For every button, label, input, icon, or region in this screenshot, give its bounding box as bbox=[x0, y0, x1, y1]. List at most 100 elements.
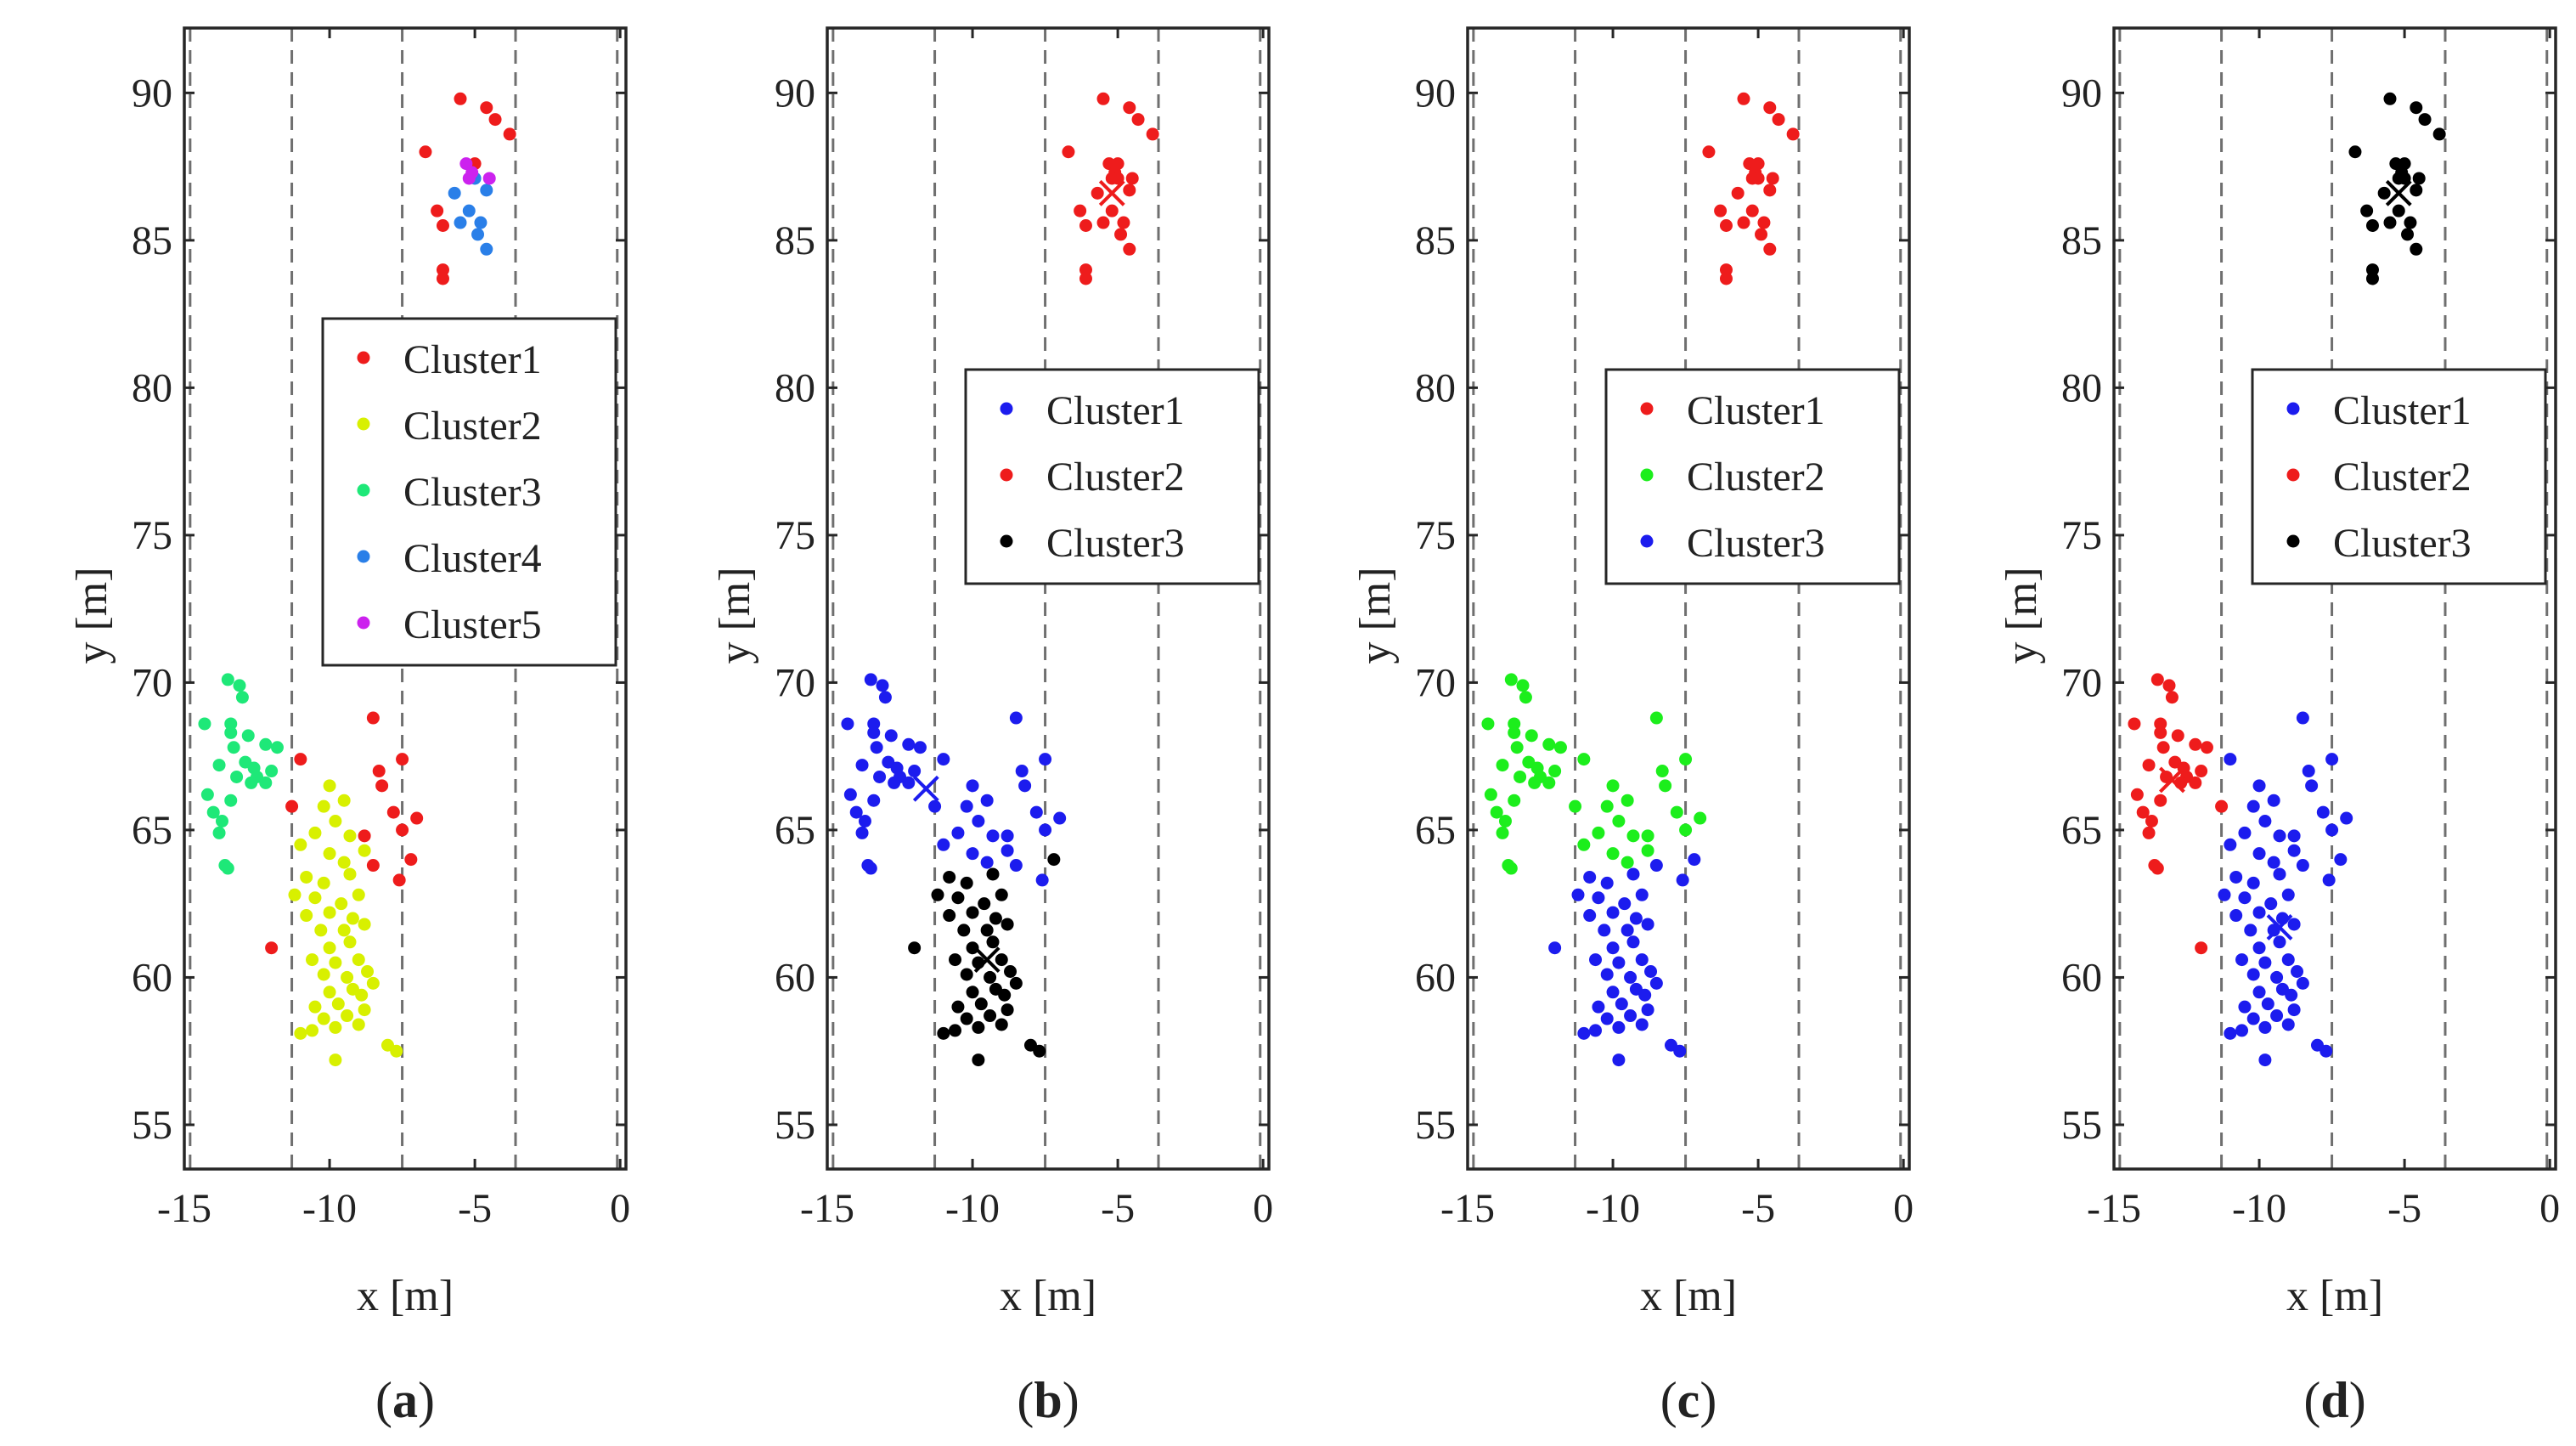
legend-marker bbox=[1000, 534, 1013, 548]
data-point bbox=[212, 826, 226, 839]
data-point bbox=[1679, 753, 1693, 766]
data-point bbox=[1577, 753, 1591, 766]
data-point bbox=[265, 765, 279, 778]
data-point bbox=[375, 779, 389, 793]
plot-area bbox=[1468, 28, 1909, 1169]
y-tick-label: 55 bbox=[775, 1103, 815, 1148]
data-point bbox=[2287, 918, 2301, 931]
data-point bbox=[1525, 729, 1538, 743]
data-point bbox=[2325, 823, 2339, 837]
data-point bbox=[1009, 976, 1023, 990]
data-point bbox=[937, 838, 950, 851]
panel-caption: (a) bbox=[375, 1372, 435, 1428]
data-point bbox=[984, 1009, 997, 1023]
data-point bbox=[206, 805, 220, 819]
panel-c: 55 60 65 70 75 80 85 90 -15 -10 -5 0 x [m] y [m] Clust… bbox=[1351, 26, 1914, 1428]
data-point bbox=[270, 741, 284, 754]
data-point bbox=[960, 799, 973, 813]
data-point bbox=[2224, 1026, 2237, 1040]
y-axis-label: y [m] bbox=[1998, 567, 2046, 664]
data-point bbox=[1624, 1009, 1637, 1023]
legend-marker bbox=[357, 351, 370, 364]
data-point bbox=[265, 941, 279, 955]
panel-caption: (d) bbox=[2303, 1372, 2365, 1428]
data-point bbox=[1600, 799, 1614, 813]
data-point bbox=[966, 986, 979, 999]
y-tick-label: 55 bbox=[1415, 1103, 1456, 1148]
y-tick-label: 85 bbox=[775, 218, 815, 263]
data-point bbox=[1635, 888, 1649, 901]
legend-marker bbox=[2286, 534, 2300, 548]
x-tick-label: -15 bbox=[800, 1186, 854, 1231]
data-point bbox=[1621, 856, 1634, 869]
series-cluster2 bbox=[1481, 673, 1707, 875]
data-point bbox=[1009, 711, 1023, 725]
data-point bbox=[1649, 711, 1663, 725]
data-point bbox=[300, 870, 313, 884]
data-point bbox=[2246, 1012, 2260, 1025]
x-axis-label: x [m] bbox=[2286, 1272, 2383, 1320]
data-point bbox=[462, 204, 476, 217]
data-point bbox=[1641, 844, 1654, 857]
x-tick-label: -15 bbox=[2087, 1186, 2141, 1231]
data-point bbox=[2150, 673, 2164, 686]
data-point bbox=[966, 906, 979, 919]
data-point bbox=[1612, 956, 1626, 969]
data-point bbox=[1015, 765, 1029, 778]
data-point bbox=[1673, 1044, 1687, 1058]
data-point bbox=[1125, 172, 1139, 185]
data-point bbox=[2224, 838, 2237, 851]
data-point bbox=[200, 788, 214, 801]
data-point bbox=[285, 799, 299, 813]
data-point bbox=[873, 770, 887, 783]
data-point bbox=[329, 815, 342, 828]
data-point bbox=[1096, 216, 1110, 229]
data-point bbox=[960, 1012, 973, 1025]
data-point bbox=[471, 228, 485, 241]
series-cluster1 bbox=[1702, 92, 1800, 285]
y-tick-label: 75 bbox=[1415, 513, 1456, 558]
data-point bbox=[870, 741, 883, 754]
data-point bbox=[966, 847, 979, 861]
data-point bbox=[1146, 127, 1159, 141]
data-point bbox=[1731, 186, 1745, 200]
data-point bbox=[1484, 788, 1497, 801]
data-point bbox=[1062, 145, 1075, 159]
data-point bbox=[419, 145, 432, 159]
data-point bbox=[995, 888, 1008, 901]
panel-caption: (b) bbox=[1017, 1372, 1079, 1428]
data-point bbox=[431, 204, 444, 217]
data-point bbox=[1117, 216, 1130, 229]
y-tick-label: 65 bbox=[1415, 808, 1456, 853]
y-tick-label: 70 bbox=[1415, 660, 1456, 705]
data-point bbox=[1496, 759, 1509, 772]
data-point bbox=[1510, 741, 1524, 754]
data-point bbox=[392, 873, 406, 887]
centroid-marker bbox=[912, 775, 939, 802]
data-point bbox=[2235, 953, 2249, 967]
data-point bbox=[1079, 219, 1092, 233]
data-point bbox=[2296, 711, 2309, 725]
data-point bbox=[1763, 101, 1777, 115]
data-point bbox=[317, 799, 330, 813]
axes-frame bbox=[826, 26, 1271, 1171]
data-point bbox=[1001, 918, 1014, 931]
data-point bbox=[2154, 717, 2167, 731]
data-point bbox=[1621, 794, 1634, 807]
data-point bbox=[2238, 826, 2252, 839]
data-point bbox=[986, 829, 1000, 843]
data-point bbox=[2150, 861, 2164, 875]
data-point bbox=[1513, 770, 1527, 783]
x-tick-label: -10 bbox=[2232, 1186, 2286, 1231]
y-tick-label: 65 bbox=[775, 808, 815, 853]
data-point bbox=[995, 1018, 1008, 1031]
data-point bbox=[2383, 92, 2397, 105]
data-point bbox=[1745, 204, 1759, 217]
y-tick-label: 70 bbox=[132, 660, 172, 705]
legend-marker bbox=[357, 616, 370, 630]
y-tick-label: 80 bbox=[775, 365, 815, 410]
data-point bbox=[346, 912, 359, 925]
data-point bbox=[337, 924, 351, 937]
data-point bbox=[308, 1000, 322, 1014]
data-point bbox=[913, 741, 927, 754]
